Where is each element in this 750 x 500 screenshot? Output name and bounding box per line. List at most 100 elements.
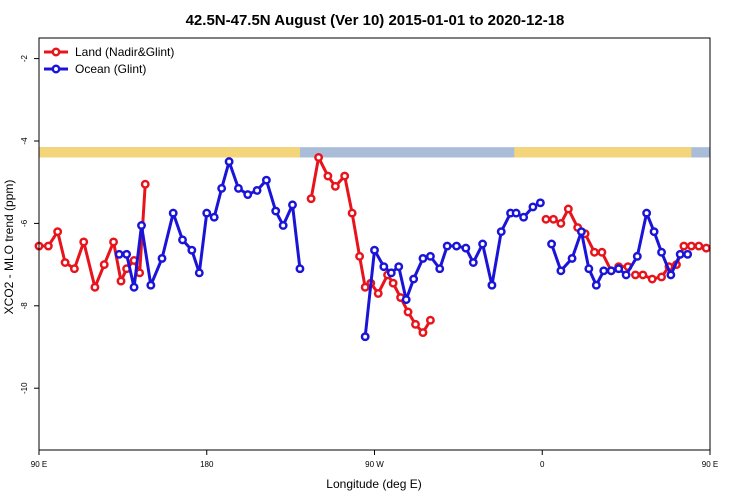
y-tick-label: -4 xyxy=(20,137,29,145)
legend-item: Land (Nadir&Glint) xyxy=(44,45,174,59)
data-point xyxy=(288,200,297,210)
data-point xyxy=(314,153,324,162)
data-point xyxy=(686,241,696,251)
data-point xyxy=(90,282,100,292)
data-point xyxy=(330,181,340,191)
data-point xyxy=(252,185,262,195)
data-point xyxy=(468,258,478,267)
data-point xyxy=(638,270,648,280)
data-point xyxy=(597,247,607,257)
data-point xyxy=(122,249,132,259)
data-point xyxy=(261,175,271,185)
data-point xyxy=(496,227,506,237)
data-point xyxy=(425,315,435,325)
data-point xyxy=(418,253,428,263)
data-point xyxy=(370,245,379,255)
series-layer xyxy=(34,153,711,342)
y-axis-label: XCO2 - MLO trend (ppm) xyxy=(2,180,16,315)
data-point xyxy=(556,266,566,276)
data-point xyxy=(694,241,704,251)
data-point xyxy=(630,270,640,280)
data-point xyxy=(137,221,146,230)
data-point xyxy=(657,247,666,257)
data-point xyxy=(224,157,234,167)
data-point xyxy=(386,268,396,278)
data-point xyxy=(548,214,558,224)
data-point xyxy=(411,319,420,329)
data-point xyxy=(425,251,435,261)
data-point xyxy=(340,171,350,181)
legend-marker xyxy=(51,64,61,74)
legend: Land (Nadir&Glint) Ocean (Glint) xyxy=(44,45,174,76)
data-point xyxy=(442,241,452,251)
data-point xyxy=(519,212,529,222)
data-point xyxy=(701,243,711,253)
data-point xyxy=(355,251,365,261)
x-tick-label: 90 E xyxy=(31,460,47,469)
data-point xyxy=(146,280,156,290)
land-ocean-strip xyxy=(39,147,710,158)
y-tick-label: -8 xyxy=(20,302,29,310)
data-point xyxy=(418,328,428,338)
data-point xyxy=(116,276,126,286)
data-point xyxy=(109,237,119,247)
data-point xyxy=(528,202,538,212)
data-point xyxy=(614,264,624,274)
axes: 90 E 180 90 W 0 90 E -2 -4 -6 -8 -10 xyxy=(20,54,718,469)
data-point xyxy=(591,280,601,290)
data-point xyxy=(217,183,227,193)
data-point xyxy=(373,288,383,298)
data-point xyxy=(679,241,689,251)
data-point xyxy=(606,266,616,276)
x-tick-label: 90 W xyxy=(365,460,384,469)
data-point xyxy=(576,227,586,237)
land-strip-segment xyxy=(514,147,692,158)
data-point xyxy=(452,241,461,251)
data-point xyxy=(632,251,642,261)
data-point xyxy=(178,235,187,245)
data-point xyxy=(647,274,657,284)
data-point xyxy=(295,264,305,274)
data-point xyxy=(79,237,89,247)
data-point xyxy=(403,307,413,317)
data-point xyxy=(360,332,370,342)
data-point xyxy=(243,190,253,200)
data-point xyxy=(409,274,419,284)
data-point xyxy=(589,247,599,257)
data-point xyxy=(511,208,521,218)
data-point xyxy=(168,208,178,218)
data-point xyxy=(541,214,551,224)
data-point xyxy=(194,268,204,278)
data-point xyxy=(69,264,79,274)
data-point xyxy=(140,179,150,189)
x-tick-label: 180 xyxy=(200,460,214,469)
data-point xyxy=(323,171,333,181)
data-point xyxy=(642,208,652,218)
data-point xyxy=(675,249,685,259)
data-point xyxy=(599,266,609,276)
data-point xyxy=(547,239,557,249)
data-point xyxy=(563,204,573,214)
data-point xyxy=(535,198,545,208)
series-land xyxy=(34,153,711,338)
data-point xyxy=(53,227,63,237)
y-tick-label: -10 xyxy=(20,382,29,394)
data-point xyxy=(114,249,124,259)
data-point xyxy=(487,280,497,290)
legend-label: Ocean (Glint) xyxy=(75,62,146,76)
chart-title: 42.5N-47.5N August (Ver 10) 2015-01-01 t… xyxy=(186,12,565,29)
data-point xyxy=(394,262,404,272)
data-point xyxy=(461,243,471,253)
data-point xyxy=(478,239,488,249)
data-point xyxy=(379,262,389,272)
x-tick-label: 0 xyxy=(540,460,545,469)
legend-marker xyxy=(51,47,61,57)
data-point xyxy=(157,253,167,263)
data-point xyxy=(129,282,139,292)
legend-item: Ocean (Glint) xyxy=(44,62,146,76)
x-tick-label: 90 E xyxy=(702,460,718,469)
y-tick-label: -2 xyxy=(20,54,29,62)
series-ocean xyxy=(114,157,693,342)
data-point xyxy=(621,270,631,280)
